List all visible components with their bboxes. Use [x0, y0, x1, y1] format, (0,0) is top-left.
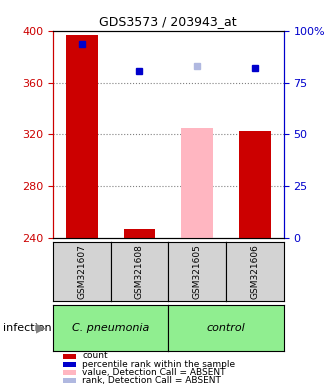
Bar: [63, 378, 76, 383]
Text: control: control: [207, 323, 246, 333]
Title: GDS3573 / 203943_at: GDS3573 / 203943_at: [99, 15, 237, 28]
Text: ▶: ▶: [36, 322, 46, 335]
Bar: [63, 354, 76, 359]
Text: GSM321607: GSM321607: [77, 244, 86, 299]
Text: rank, Detection Call = ABSENT: rank, Detection Call = ABSENT: [82, 376, 221, 384]
Text: C. pneumonia: C. pneumonia: [72, 323, 149, 333]
Text: percentile rank within the sample: percentile rank within the sample: [82, 359, 236, 369]
Text: infection: infection: [3, 323, 52, 333]
Bar: [239, 131, 271, 238]
Text: value, Detection Call = ABSENT: value, Detection Call = ABSENT: [82, 367, 226, 377]
Text: GSM321606: GSM321606: [250, 244, 259, 299]
Bar: [123, 229, 155, 238]
Bar: [63, 362, 76, 367]
Bar: [63, 370, 76, 375]
Bar: [66, 35, 98, 238]
Text: GSM321605: GSM321605: [193, 244, 202, 299]
Bar: [181, 128, 213, 238]
Text: GSM321608: GSM321608: [135, 244, 144, 299]
Text: count: count: [82, 351, 108, 361]
